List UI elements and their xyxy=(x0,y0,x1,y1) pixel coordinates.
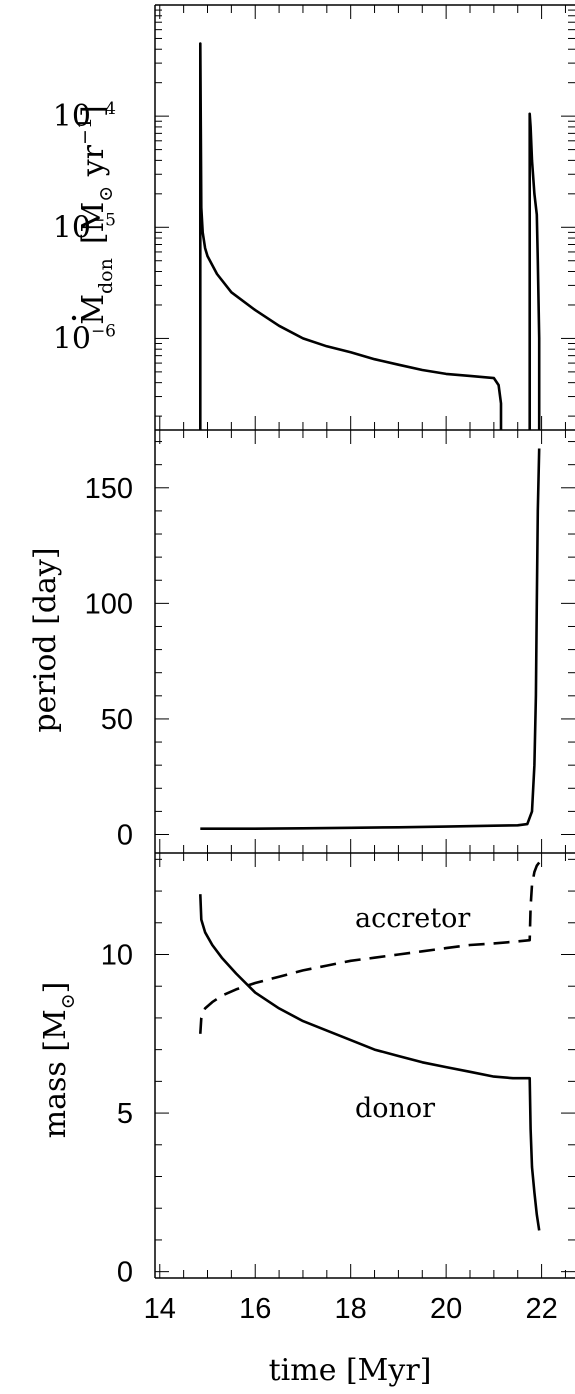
donor-line xyxy=(199,894,541,1231)
mdot-panel: 10−4 10−5 10−6 xyxy=(53,4,575,431)
x-axis-label: time [Myr] xyxy=(269,1353,432,1388)
series-0-line xyxy=(199,42,503,430)
y-tick-label: 10−5 xyxy=(53,210,116,245)
mdot-dot-accent xyxy=(71,315,77,321)
mass-y-axis-label: mass [M⊙] xyxy=(38,982,79,1139)
series-1-line xyxy=(528,112,541,430)
x-tick-label: 16 xyxy=(239,1293,271,1325)
mass-panel: 0 5 10 14 16 18 20 22 xyxy=(101,853,575,1325)
y-tick-label: 5 xyxy=(117,1098,133,1130)
period-panel: 0 50 100 150 xyxy=(85,430,575,854)
y-tick-label: 0 xyxy=(117,1257,133,1289)
x-tick-label: 14 xyxy=(144,1293,176,1325)
annotation-accretor: accretor xyxy=(355,903,470,934)
annotation-donor: donor xyxy=(355,1093,435,1124)
series-0-line xyxy=(200,448,541,830)
y-tick-label: 50 xyxy=(101,704,133,736)
y-tick-label: 0 xyxy=(117,820,133,852)
x-tick-label: 18 xyxy=(335,1293,367,1325)
accretor-line xyxy=(199,861,541,1034)
period-y-axis-label: period [day] xyxy=(28,547,63,732)
x-tick-label: 22 xyxy=(525,1293,557,1325)
y-tick-label: 10 xyxy=(101,939,133,971)
y-tick-label: 10−6 xyxy=(53,321,116,356)
y-tick-label: 150 xyxy=(85,473,133,505)
y-tick-label: 10−4 xyxy=(53,99,116,134)
y-tick-label: 100 xyxy=(85,588,133,620)
mdot-y-axis-label: Mdon[M⊙ yr−1] xyxy=(74,105,117,324)
x-tick-label: 20 xyxy=(430,1293,462,1325)
